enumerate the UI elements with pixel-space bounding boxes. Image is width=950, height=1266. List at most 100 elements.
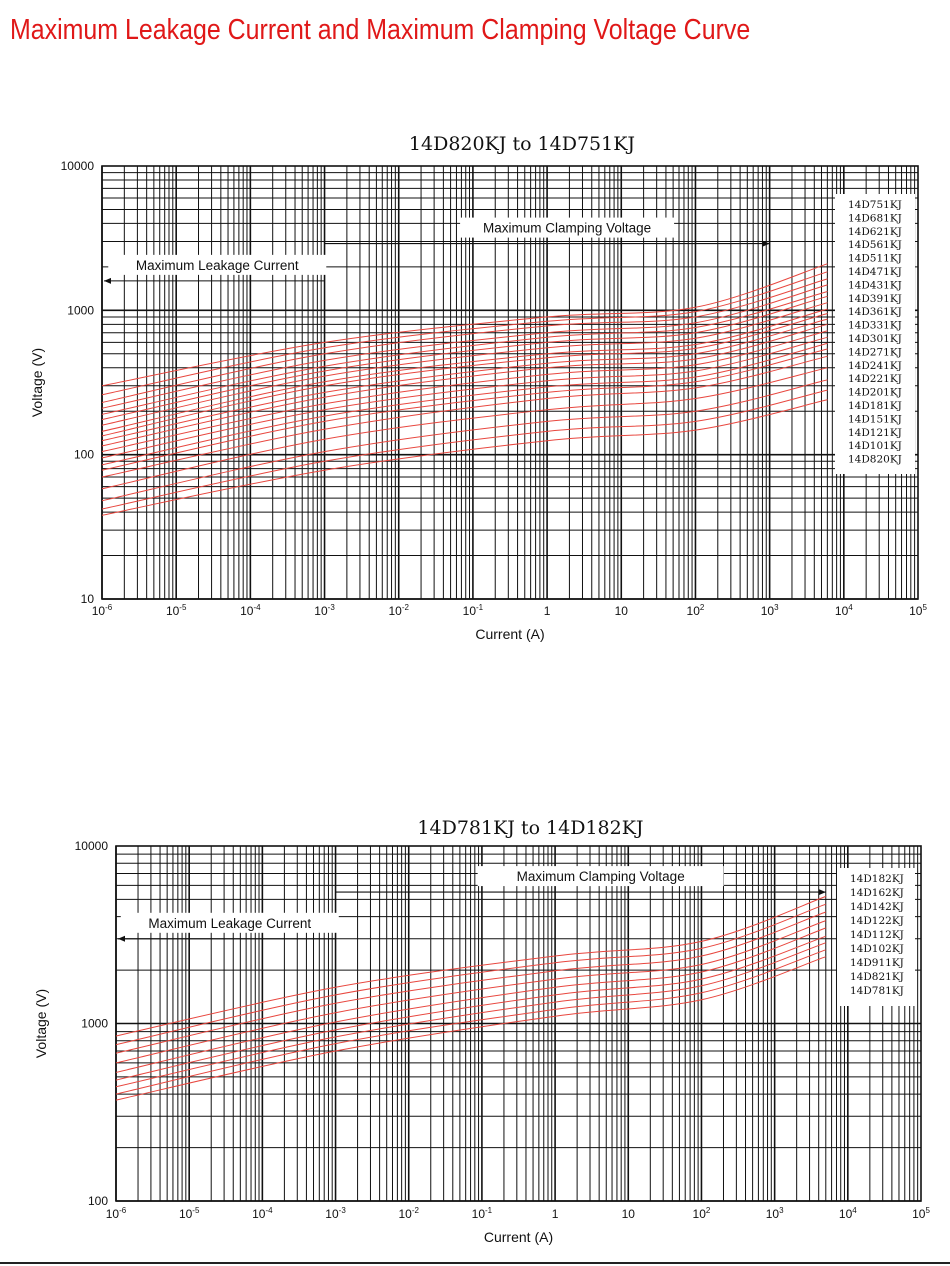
legend-entry: 14D561KJ — [848, 239, 902, 251]
series-line-14d391kj — [101, 308, 828, 432]
x-tick-label: 103 — [761, 603, 779, 618]
series-line-14d221kj — [101, 342, 828, 466]
y-axis-label: Voltage (V) — [33, 989, 49, 1058]
y-tick-label: 100 — [88, 1194, 108, 1208]
series-line-14d112kj — [115, 927, 826, 1073]
series-line-14d182kj — [115, 895, 826, 1037]
x-tick-labels: 10-6 10-5 10-4 10-3 10-2 10-1 1 10 102 103 104 105 — [106, 1206, 931, 1221]
arrowhead-icon — [818, 889, 826, 896]
legend-entry: 14D151KJ — [848, 413, 902, 425]
series-line-14d121kj — [101, 379, 828, 502]
x-tick-labels: 10-6 10-5 10-4 10-3 10-2 10-1 1 10 102 103 104 105 — [92, 603, 928, 618]
legend-entry: 14D621KJ — [848, 226, 902, 238]
x-tick-label: 10-2 — [398, 1206, 419, 1221]
annotation-label: Maximum Leakage Current — [136, 258, 299, 273]
legend-entry: 14D121KJ — [848, 427, 902, 439]
x-tick-label: 10-6 — [106, 1206, 127, 1221]
legend-entry: 14D391KJ — [848, 293, 902, 305]
page-title: Maximum Leakage Current and Maximum Clam… — [10, 14, 751, 46]
chart-panel-1: 14D820KJ to 14D751KJ Maximum Leakage Curr… — [0, 130, 950, 650]
x-tick-label: 10-1 — [463, 603, 484, 618]
y-tick-labels: 100 1000 10000 — [75, 839, 109, 1208]
legend-entry: 14D361KJ — [848, 306, 902, 318]
x-tick-label: 10 — [615, 604, 629, 618]
x-tick-label: 103 — [766, 1206, 784, 1221]
series-line-14d201kj — [101, 348, 828, 471]
legend: 14D182KJ 14D162KJ 14D142KJ 14D122KJ 14D112KJ… — [837, 868, 915, 1006]
x-tick-label: 10 — [622, 1207, 636, 1221]
y-tick-label: 10 — [81, 592, 95, 606]
series-line-14d361kj — [101, 313, 828, 437]
series-line-14d431kj — [101, 302, 828, 426]
x-tick-label: 1 — [544, 604, 551, 618]
annotation-label: Maximum Leakage Current — [148, 916, 311, 931]
legend-entry: 14D781KJ — [850, 985, 904, 997]
x-tick-label: 10-5 — [166, 603, 187, 618]
x-tick-label: 10-2 — [388, 603, 409, 618]
annotation-clamping: Maximum Clamping Voltage — [335, 866, 826, 896]
legend-entry: 14D201KJ — [848, 387, 902, 399]
annotation-label-bg — [120, 912, 339, 933]
annotation-clamping: Maximum Clamping Voltage — [324, 217, 770, 247]
y-axis-label: Voltage (V) — [29, 348, 45, 417]
legend-entry: 14D331KJ — [848, 320, 902, 332]
legend-entry: 14D122KJ — [850, 915, 904, 927]
series-line-14d162kj — [115, 903, 826, 1046]
legend-entry: 14D112KJ — [850, 929, 904, 941]
chart-panel-2: 14D781KJ to 14D182KJ Maximum Leakage Curr… — [0, 812, 950, 1252]
x-tick-label: 10-4 — [252, 1206, 273, 1221]
x-tick-label: 105 — [909, 603, 927, 618]
annotation-label: Maximum Clamping Voltage — [483, 221, 651, 236]
x-tick-label: 10-4 — [240, 603, 261, 618]
series-line-14d621kj — [101, 278, 828, 403]
plot-frame — [115, 845, 922, 1202]
x-tick-label: 104 — [835, 603, 853, 618]
x-axis-label: Current (A) — [484, 1229, 553, 1245]
legend-entry: 14D821KJ — [850, 971, 904, 983]
y-tick-label: 10000 — [61, 159, 95, 173]
x-tick-label: 10-3 — [325, 1206, 346, 1221]
legend-entry: 14D142KJ — [850, 901, 904, 913]
y-tick-label: 10000 — [75, 839, 109, 853]
legend-box — [835, 194, 915, 474]
series-line-14d820kj — [101, 399, 828, 516]
legend-entry: 14D162KJ — [850, 887, 904, 899]
legend-entry: 14D301KJ — [848, 333, 902, 345]
series-line-14d102kj — [115, 935, 826, 1081]
series-line-14d151kj — [101, 367, 828, 490]
legend-entry: 14D181KJ — [848, 400, 902, 412]
y-tick-label: 1000 — [81, 1017, 108, 1031]
series-line-14d142kj — [115, 911, 826, 1054]
legend-entry: 14D681KJ — [848, 212, 902, 224]
x-tick-label: 105 — [912, 1206, 930, 1221]
y-tick-labels: 10 100 1000 10000 — [61, 159, 95, 606]
series-line-14d271kj — [101, 330, 828, 453]
series-line-14d911kj — [115, 942, 826, 1088]
x-tick-label: 10-1 — [472, 1206, 493, 1221]
series-line-14d821kj — [115, 949, 826, 1095]
y-tick-label: 100 — [74, 448, 94, 462]
arrowhead-icon — [104, 277, 111, 284]
x-tick-label: 104 — [839, 1206, 857, 1221]
series-line-14d101kj — [101, 389, 828, 510]
legend-entry: 14D241KJ — [848, 360, 902, 372]
legend-entry: 14D511KJ — [848, 253, 902, 265]
arrowhead-icon — [762, 240, 770, 247]
annotation-label: Maximum Clamping Voltage — [517, 869, 685, 884]
chart-title: 14D820KJ to 14D751KJ — [409, 133, 635, 155]
legend-entry: 14D471KJ — [848, 266, 902, 278]
legend-entry: 14D102KJ — [850, 943, 904, 955]
x-tick-label: 1 — [552, 1207, 559, 1221]
bottom-divider — [0, 1262, 950, 1264]
legend-entry: 14D221KJ — [848, 373, 902, 385]
chart-1-svg: 14D820KJ to 14D751KJ Maximum Leakage Curr… — [29, 133, 928, 642]
x-tick-label: 10-5 — [179, 1206, 200, 1221]
series-line-14d511kj — [101, 291, 828, 415]
x-tick-label: 10-3 — [314, 603, 335, 618]
annotation-label-bg — [477, 866, 724, 887]
chart-2-svg: 14D781KJ to 14D182KJ Maximum Leakage Curr… — [33, 817, 931, 1245]
legend-entry: 14D431KJ — [848, 279, 902, 291]
grid — [101, 166, 918, 600]
series-line-14d181kj — [101, 355, 828, 478]
